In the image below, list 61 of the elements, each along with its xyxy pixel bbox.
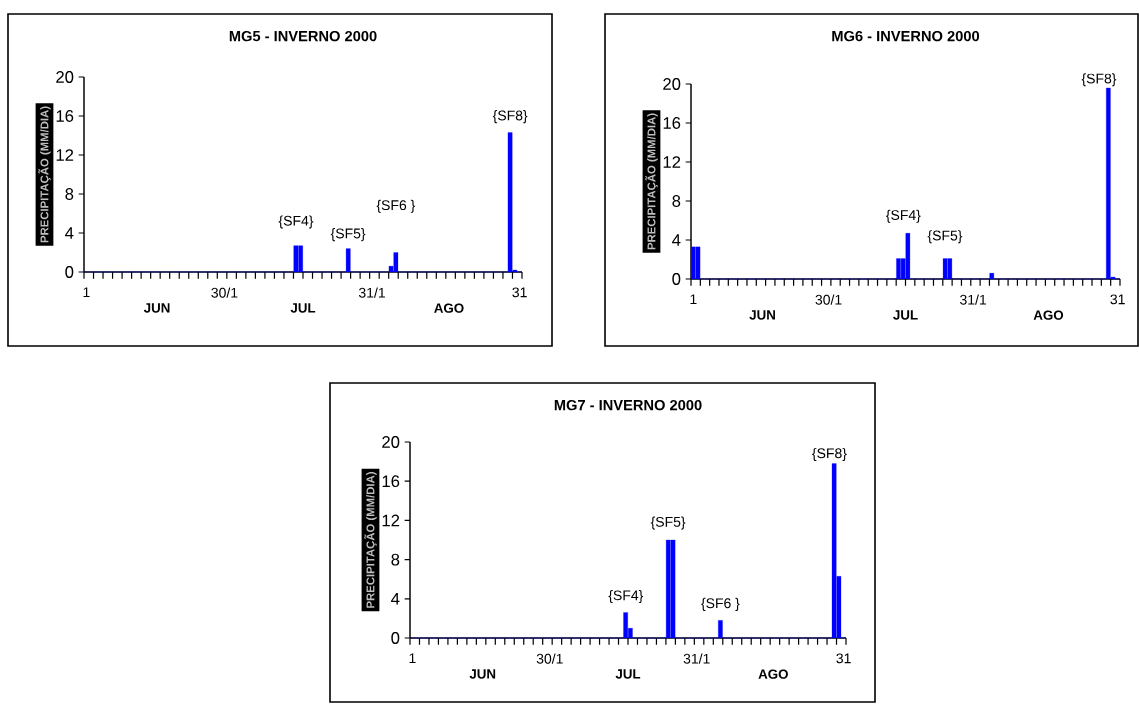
annotation: {SF5} [927,230,963,244]
y-tick-label: 4 [672,234,681,246]
annotation: {SF8} [812,447,847,461]
x-tick-label: 31 [512,287,527,298]
y-tick-label: 16 [663,117,681,129]
y-tick-label: 8 [65,188,74,200]
x-tick-label: 1 [409,653,416,664]
y-tick-label: 20 [382,436,400,448]
x-tick-label: 31/1 [358,287,385,298]
bar [695,246,701,280]
text: AGO [434,303,464,313]
annotation: {SF8} [1081,73,1117,87]
annotation: {SF5} [330,228,366,242]
y-tick-label: 8 [391,553,400,566]
bar [718,620,723,639]
text: JUL [893,310,918,320]
chart-title: MG5 - INVERNO 2000 [229,30,377,42]
x-tick-label: 1 [83,287,90,298]
x-tick-label: 31 [836,653,851,664]
text: JUL [290,303,316,313]
x-tick-label: 31 [1110,294,1125,305]
annotation: {SF5} [650,516,686,530]
x-tick-label: 30/1 [815,294,842,305]
y-tick-label: 4 [65,227,74,239]
x-tick-label: 31/1 [960,294,987,305]
y-axis-title: PRECIPITAÇÃO (MM/DIA) [364,472,377,608]
y-axis-title: PRECIPITAÇÃO (MM/DIA) [645,113,658,250]
annotation: {SF4} [886,209,921,223]
y-tick-label: 12 [56,149,74,161]
y-axis-title: PRECIPITAÇÃO (MM/DIA) [38,106,51,243]
x-tick-label: 30/1 [536,653,563,664]
y-tick-label: 8 [672,195,681,207]
text: JUN [143,303,170,313]
annotation: {SF8} [492,110,528,124]
y-tick-label: 20 [663,78,681,90]
y-tick-label: 20 [56,71,74,83]
bar [896,258,901,280]
y-tick-label: 0 [391,632,400,644]
chart-title: MG7 - INVERNO 2000 [554,399,702,411]
x-tick-label: 30/1 [211,287,238,298]
bar [345,248,351,273]
text: AGO [758,669,788,679]
text: JUN [749,310,775,320]
text: AGO [1033,310,1064,320]
annotation: {SF6 } [701,597,740,611]
y-tick-label: 0 [672,273,681,285]
y-tick-label: 16 [382,475,400,488]
text: JUL [615,669,641,679]
x-tick-label: 1 [690,294,697,305]
y-tick-label: 0 [65,266,74,278]
y-tick-label: 12 [382,514,400,527]
chart-title: MG6 - INVERNO 2000 [832,30,980,42]
y-tick-label: 16 [56,110,74,122]
annotation: {SF6 } [376,199,416,213]
bar [293,245,299,273]
annotation: {SF4} [278,215,314,229]
x-tick-label: 31/1 [683,653,710,664]
y-tick-label: 12 [663,156,681,168]
y-tick-label: 4 [391,593,400,605]
annotation: {SF4} [608,590,644,604]
text: JUN [469,669,496,679]
